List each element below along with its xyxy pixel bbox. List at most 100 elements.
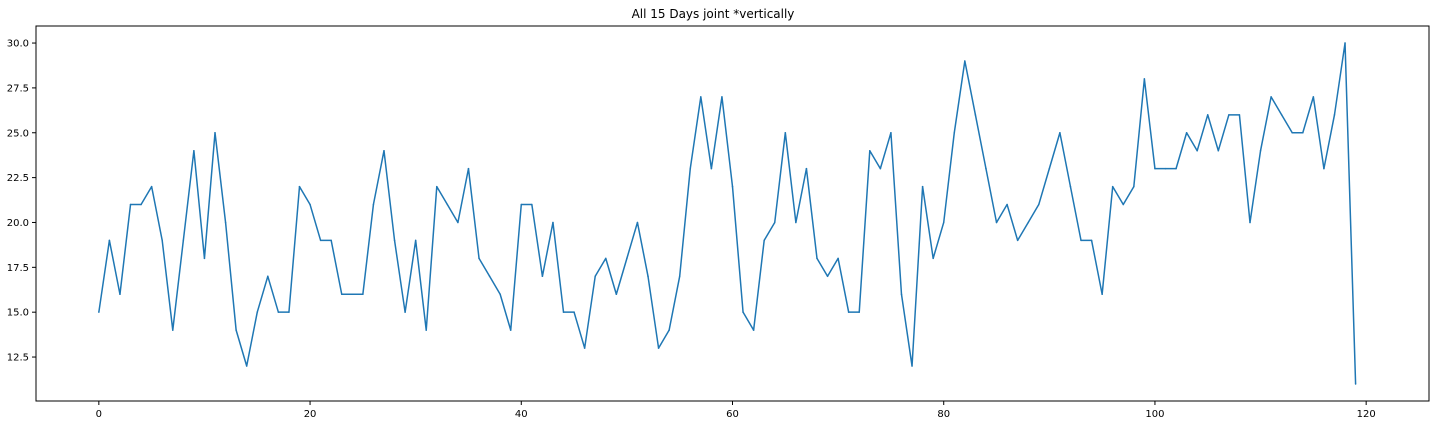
data-point bbox=[414, 239, 417, 242]
y-tick-label: 22.5 bbox=[7, 173, 29, 184]
data-point bbox=[319, 239, 322, 242]
data-point bbox=[964, 60, 966, 62]
data-point bbox=[1006, 203, 1008, 206]
y-tick-label: 27.5 bbox=[7, 83, 29, 94]
x-tick-label: 60 bbox=[726, 409, 739, 420]
data-point bbox=[351, 293, 354, 295]
data-point bbox=[1016, 239, 1019, 242]
data-point bbox=[129, 203, 132, 206]
data-point bbox=[890, 132, 892, 134]
data-point bbox=[1291, 132, 1293, 134]
data-point bbox=[900, 293, 903, 295]
data-point bbox=[1027, 221, 1029, 224]
data-point bbox=[256, 311, 259, 313]
data-point bbox=[203, 257, 206, 260]
data-point bbox=[488, 275, 491, 278]
data-point bbox=[457, 221, 459, 224]
data-point bbox=[478, 257, 480, 260]
data-point bbox=[499, 293, 501, 295]
data-point bbox=[267, 275, 269, 278]
data-point bbox=[1048, 167, 1051, 170]
x-tick-label: 100 bbox=[1145, 409, 1164, 420]
data-point bbox=[214, 132, 216, 134]
y-tick-label: 30.0 bbox=[7, 39, 29, 50]
data-point bbox=[678, 275, 681, 278]
data-point bbox=[615, 293, 618, 295]
data-point bbox=[879, 167, 882, 170]
data-point bbox=[98, 311, 100, 313]
data-point bbox=[108, 239, 111, 242]
data-point bbox=[1312, 96, 1315, 98]
data-point bbox=[172, 329, 174, 331]
data-point bbox=[1080, 239, 1082, 242]
data-point bbox=[752, 329, 755, 331]
x-tick-label: 40 bbox=[515, 409, 528, 420]
data-point bbox=[404, 311, 406, 313]
data-point bbox=[1038, 203, 1040, 206]
y-tick-label: 15.0 bbox=[7, 308, 29, 319]
data-point bbox=[805, 167, 808, 170]
x-tick-label: 0 bbox=[96, 409, 102, 420]
data-point bbox=[425, 329, 427, 331]
data-point bbox=[626, 257, 628, 260]
data-point bbox=[583, 347, 586, 349]
data-point bbox=[1270, 96, 1272, 98]
data-point bbox=[1228, 114, 1230, 116]
data-point bbox=[446, 203, 449, 206]
data-point bbox=[974, 114, 977, 116]
data-point bbox=[193, 149, 195, 152]
data-point bbox=[1122, 203, 1125, 206]
data-point bbox=[161, 239, 163, 242]
data-point bbox=[288, 311, 290, 313]
data-point bbox=[985, 167, 987, 170]
data-point bbox=[995, 221, 998, 224]
data-point bbox=[340, 293, 343, 295]
data-point bbox=[921, 185, 924, 188]
data-point bbox=[647, 275, 649, 278]
data-point bbox=[784, 132, 787, 134]
data-point bbox=[942, 221, 945, 224]
data-point bbox=[594, 275, 596, 278]
data-point bbox=[1249, 221, 1251, 224]
data-point bbox=[182, 239, 185, 242]
data-point bbox=[436, 185, 438, 188]
plot-area-frame bbox=[35, 25, 1430, 402]
data-point bbox=[1090, 239, 1093, 242]
data-point bbox=[1164, 167, 1167, 170]
chart-title: All 15 Days joint *vertically bbox=[632, 7, 795, 21]
data-point bbox=[668, 329, 670, 331]
data-point bbox=[1344, 42, 1346, 44]
data-point bbox=[562, 311, 565, 313]
data-point bbox=[826, 275, 829, 278]
data-point bbox=[700, 96, 702, 98]
data-point bbox=[393, 239, 396, 242]
x-tick-label: 80 bbox=[937, 409, 950, 420]
data-point bbox=[795, 221, 797, 224]
y-tick-label: 25.0 bbox=[7, 128, 29, 139]
data-point bbox=[1069, 185, 1072, 188]
data-point bbox=[763, 239, 765, 242]
data-point bbox=[298, 185, 301, 188]
data-point bbox=[1302, 132, 1304, 134]
data-point bbox=[1259, 149, 1262, 152]
x-tick-label: 20 bbox=[304, 409, 317, 420]
data-point bbox=[1206, 114, 1209, 116]
data-point bbox=[869, 149, 871, 152]
x-tick-label: 120 bbox=[1357, 409, 1376, 420]
data-point bbox=[467, 167, 470, 170]
data-point bbox=[573, 311, 575, 313]
data-point bbox=[277, 311, 280, 313]
data-point bbox=[773, 221, 776, 224]
data-point bbox=[224, 221, 227, 224]
data-point bbox=[837, 257, 839, 260]
data-point bbox=[1333, 114, 1336, 116]
data-point bbox=[1196, 149, 1198, 152]
data-point bbox=[657, 347, 660, 349]
data-point bbox=[1185, 132, 1188, 134]
y-axis: 12.5 15.0 17.5 20.0 22.5 25.0 27.5 30.0 bbox=[7, 39, 36, 364]
data-point bbox=[847, 311, 850, 313]
data-point bbox=[742, 311, 744, 313]
data-point bbox=[245, 365, 248, 367]
data-point bbox=[1175, 167, 1177, 170]
